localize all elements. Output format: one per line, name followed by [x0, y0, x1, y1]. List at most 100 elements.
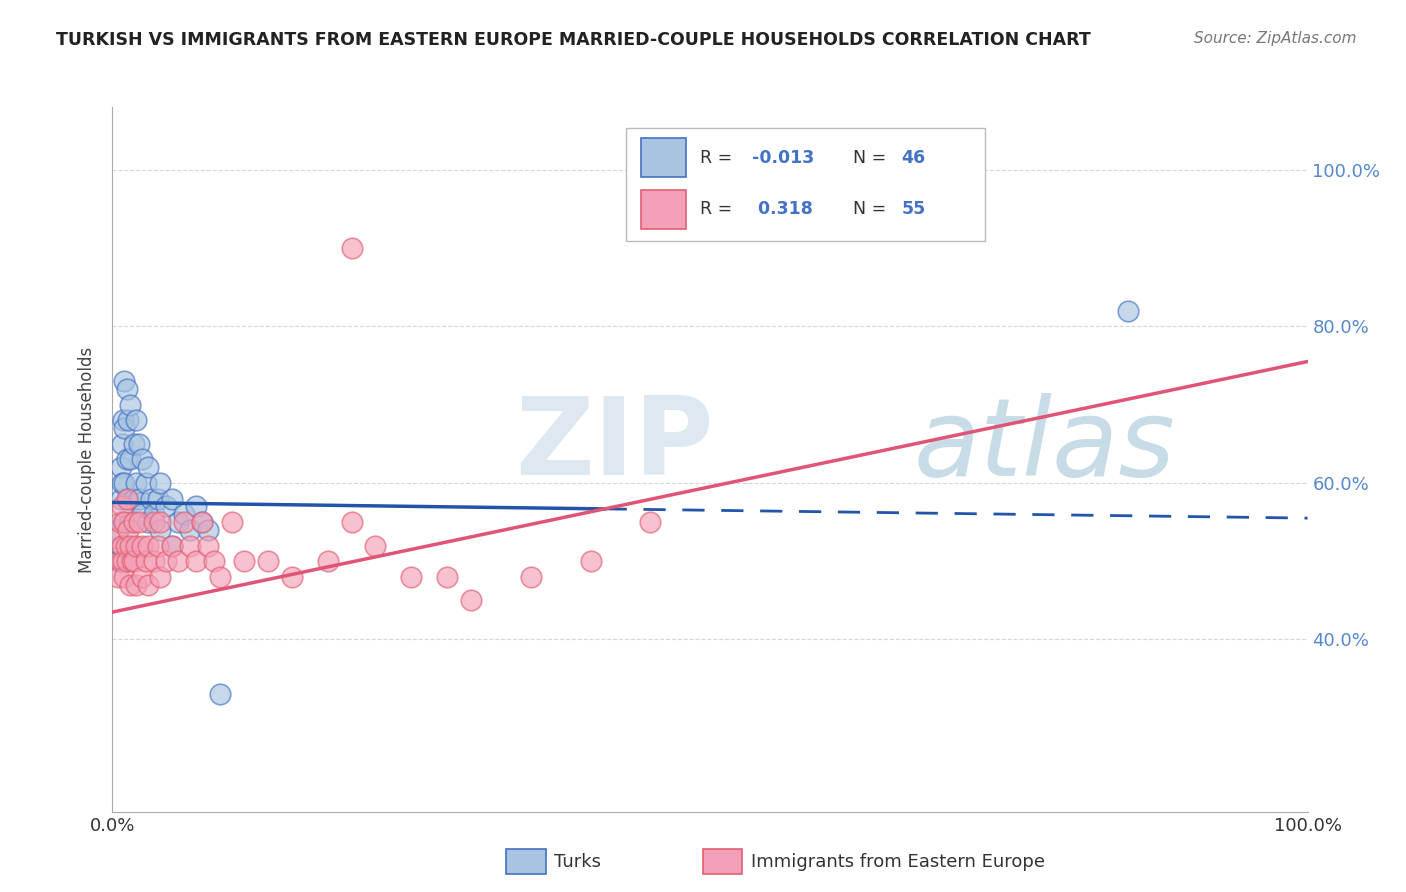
Point	[138, 539, 160, 553]
Point	[128, 491, 150, 506]
Point	[112, 515, 135, 529]
Point	[105, 531, 128, 545]
Point	[162, 539, 183, 553]
Point	[131, 539, 153, 553]
Point	[149, 523, 172, 537]
Point	[120, 515, 142, 529]
FancyBboxPatch shape	[641, 190, 686, 228]
Point	[162, 539, 183, 553]
Point	[221, 515, 243, 529]
Point	[111, 539, 134, 553]
Point	[128, 436, 150, 450]
Point	[138, 460, 160, 475]
Text: R =: R =	[700, 149, 738, 167]
Point	[401, 570, 423, 584]
Point	[122, 436, 145, 450]
Point	[340, 241, 363, 255]
Point	[112, 554, 135, 568]
FancyBboxPatch shape	[641, 138, 686, 178]
Point	[107, 570, 129, 584]
Point	[114, 515, 135, 529]
Point	[111, 500, 134, 514]
Point	[125, 413, 148, 427]
Point	[173, 515, 195, 529]
Point	[111, 475, 134, 490]
Point	[520, 570, 543, 584]
Point	[143, 507, 166, 521]
Point	[125, 577, 148, 591]
Point	[316, 554, 339, 568]
Point	[114, 421, 135, 435]
Text: atlas: atlas	[914, 392, 1175, 498]
Text: -0.013: -0.013	[752, 149, 814, 167]
Text: 46: 46	[901, 149, 925, 167]
Point	[117, 491, 139, 506]
Text: Turks: Turks	[554, 853, 600, 871]
Point	[149, 475, 172, 490]
Point	[114, 475, 135, 490]
Point	[281, 570, 304, 584]
Point	[128, 515, 150, 529]
Point	[110, 491, 132, 506]
Point	[120, 539, 142, 553]
Point	[638, 515, 662, 529]
Point	[131, 570, 153, 584]
Point	[110, 554, 132, 568]
Point	[112, 413, 135, 427]
Text: 0.318: 0.318	[752, 200, 813, 219]
Point	[191, 515, 214, 529]
Point	[120, 452, 142, 467]
Point	[167, 515, 190, 529]
Point	[114, 539, 136, 553]
Text: Source: ZipAtlas.com: Source: ZipAtlas.com	[1194, 31, 1357, 46]
Text: Immigrants from Eastern Europe: Immigrants from Eastern Europe	[751, 853, 1045, 871]
Point	[257, 554, 280, 568]
Point	[162, 491, 183, 506]
Point	[149, 515, 172, 529]
Point	[364, 539, 387, 553]
Point	[197, 539, 219, 553]
Text: N =: N =	[853, 149, 893, 167]
Point	[107, 554, 129, 568]
Point	[167, 554, 190, 568]
Point	[125, 539, 148, 553]
Point	[197, 523, 219, 537]
Point	[143, 554, 166, 568]
Point	[125, 475, 148, 490]
Point	[173, 507, 195, 521]
Point	[186, 500, 208, 514]
Point	[208, 687, 231, 701]
Point	[232, 554, 256, 568]
Point	[1116, 303, 1139, 318]
Text: ZIP: ZIP	[515, 392, 714, 499]
Point	[117, 523, 139, 537]
Point	[146, 539, 169, 553]
Point	[579, 554, 602, 568]
Point	[131, 507, 153, 521]
Point	[122, 554, 145, 568]
Point	[179, 523, 201, 537]
Point	[135, 554, 157, 568]
Point	[208, 570, 231, 584]
Point	[115, 491, 138, 506]
Point	[139, 491, 162, 506]
Point	[460, 593, 482, 607]
Point	[131, 452, 153, 467]
Text: N =: N =	[853, 200, 893, 219]
Point	[110, 460, 132, 475]
Point	[122, 491, 145, 506]
Text: 55: 55	[901, 200, 925, 219]
Point	[120, 577, 142, 591]
Point	[121, 554, 143, 568]
Point	[186, 554, 208, 568]
Point	[107, 523, 129, 537]
Point	[143, 515, 166, 529]
FancyBboxPatch shape	[626, 128, 984, 241]
Point	[135, 475, 157, 490]
Point	[155, 500, 177, 514]
Point	[436, 570, 458, 584]
Point	[138, 515, 160, 529]
Point	[340, 515, 363, 529]
Point	[111, 436, 134, 450]
Point	[155, 554, 177, 568]
